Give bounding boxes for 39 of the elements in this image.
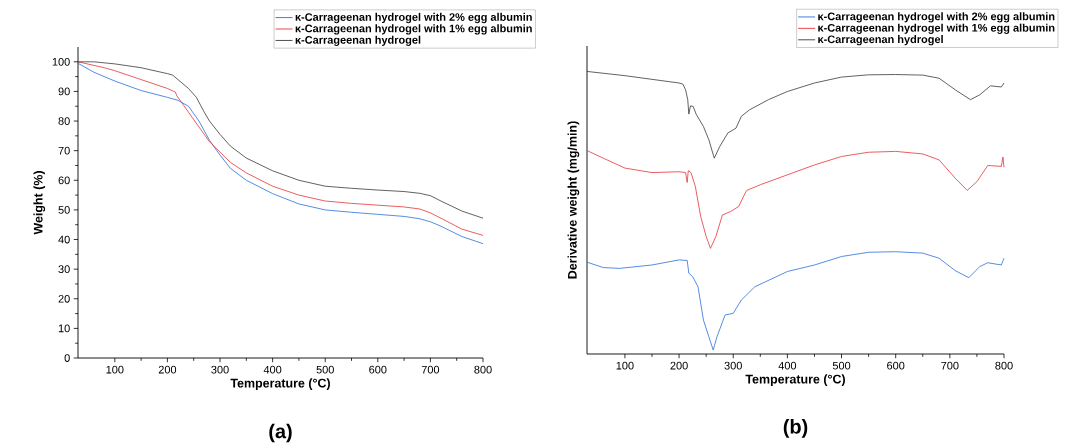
y-tick-label: 70 [58, 146, 70, 155]
x-tick-label: 600 [887, 361, 905, 370]
text: (a) [269, 423, 292, 443]
x-tick-label: 400 [778, 361, 797, 370]
x-tick-label: 100 [616, 361, 634, 370]
x-axis-title: Temperature (°C) [745, 374, 845, 386]
y-tick-label: 0 [64, 354, 70, 362]
y-axis-title: Derivative weight (mg/min) [567, 121, 580, 279]
x-tick-label: 800 [474, 365, 492, 374]
x-tick-label: 600 [369, 365, 387, 374]
x-tick-label: 100 [106, 365, 124, 374]
legend-label: κ-Carrageenan hydrogel with 1% egg albumin [295, 24, 532, 35]
legend-label: κ-Carrageenan hydrogel [295, 35, 421, 46]
y-tick-label: 90 [58, 87, 70, 96]
x-tick-label: 400 [263, 365, 282, 374]
x-tick-label: 700 [421, 365, 440, 374]
y-tick-label: 20 [58, 294, 70, 303]
x-tick-label: 300 [724, 361, 742, 370]
y-tick-label: 40 [58, 235, 70, 244]
x-tick-label: 800 [995, 361, 1013, 370]
y-tick-label: 30 [58, 265, 70, 274]
x-axis-title: Temperature (°C) [230, 378, 330, 390]
x-tick-label: 200 [670, 361, 688, 370]
y-tick-label: 50 [58, 206, 70, 214]
x-tick-label: 700 [941, 361, 959, 370]
y-tick-label: 100 [52, 57, 70, 66]
y-axis-title: Weight (%) [33, 171, 46, 235]
text: (b) [783, 419, 808, 438]
legend-label: κ-Carrageenan hydrogel with 1% egg albumin [818, 23, 1055, 34]
legend-label: κ-Carrageenan hydrogel with 2% egg albumin [295, 12, 532, 24]
x-tick-label: 500 [832, 361, 851, 370]
y-tick-label: 80 [58, 117, 70, 125]
x-tick-label: 500 [316, 365, 334, 374]
y-tick-label: 60 [58, 176, 70, 185]
legend-label: κ-Carrageenan hydrogel [818, 35, 943, 46]
legend-label: κ-Carrageenan hydrogel with 2% egg albumin [818, 12, 1055, 23]
x-tick-label: 300 [211, 365, 229, 374]
y-tick-label: 10 [58, 324, 70, 333]
x-tick-label: 200 [158, 365, 177, 374]
